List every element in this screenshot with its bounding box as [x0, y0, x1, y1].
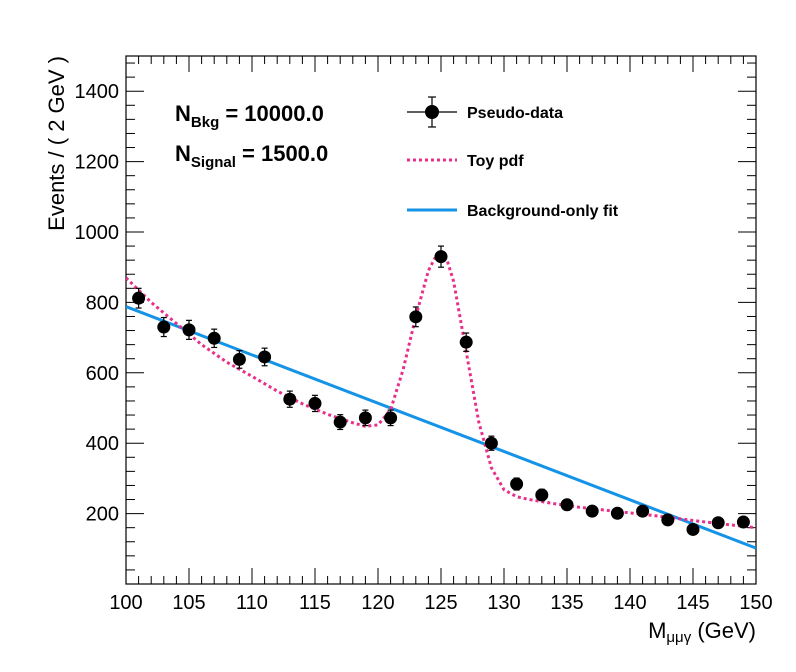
legend-label-background-fit: Background-only fit: [467, 203, 619, 220]
data-marker: [283, 392, 297, 406]
svg-text:NBkg = 10000.0: NBkg = 10000.0: [175, 101, 324, 131]
data-marker: [157, 320, 171, 334]
data-point: [711, 516, 725, 530]
data-marker: [585, 504, 599, 518]
y-tick-label: 600: [86, 363, 119, 385]
x-tick-label: 125: [424, 592, 457, 614]
data-point: [661, 513, 675, 527]
data-marker: [258, 350, 272, 364]
x-tick-label: 135: [550, 592, 583, 614]
data-marker: [510, 477, 524, 491]
data-point: [157, 316, 171, 338]
y-tick-label: 1200: [75, 152, 120, 174]
data-marker: [459, 335, 473, 349]
data-marker: [686, 522, 700, 536]
annotation-bkg: NBkg = 10000.0: [175, 101, 324, 131]
y-tick-label: 1400: [75, 81, 120, 103]
data-point: [232, 350, 246, 369]
y-tick-label: 1000: [75, 222, 120, 244]
data-point: [736, 515, 750, 529]
data-point: [585, 504, 599, 518]
data-point: [610, 506, 624, 520]
series-line-toy-pdf: [126, 253, 756, 530]
x-tick-label: 105: [172, 592, 205, 614]
data-point: [409, 306, 423, 328]
x-tick-labels: 100 105 110 115 120 125 130 135 140 145 150: [109, 592, 772, 614]
data-point: [510, 477, 524, 491]
x-tick-label: 150: [739, 592, 772, 614]
x-tick-label: 115: [299, 592, 331, 614]
data-marker: [207, 331, 221, 345]
data-marker: [484, 436, 498, 450]
data-marker: [308, 396, 322, 410]
data-point: [535, 488, 549, 502]
data-point: [132, 287, 146, 309]
data-point: [384, 409, 398, 427]
data-marker: [636, 504, 650, 518]
data-point: [207, 328, 221, 349]
data-point: [484, 435, 498, 451]
data-marker: [333, 415, 347, 429]
y-tick-label: 800: [86, 292, 119, 314]
data-point: [560, 498, 574, 512]
annotation-signal: NSignal = 1500.0: [175, 141, 328, 171]
x-tick-label: 130: [487, 592, 520, 614]
data-marker: [384, 411, 398, 425]
data-point: [459, 332, 473, 352]
data-marker: [358, 411, 372, 425]
legend-entry-background-fit: Background-only fit: [407, 203, 619, 220]
y-tick-label: 400: [86, 433, 119, 455]
x-tick-label: 140: [613, 592, 646, 614]
legend: Pseudo-data Toy pdf Background-only fit: [407, 96, 619, 220]
data-marker: [560, 498, 574, 512]
y-axis-title: Events / ( 2 GeV ): [44, 56, 69, 231]
data-marker: [232, 352, 246, 366]
plot-frame: [125, 55, 757, 585]
x-tick-label: 110: [236, 592, 268, 614]
data-marker: [182, 323, 196, 337]
data-marker: [661, 513, 675, 527]
data-marker: [535, 488, 549, 502]
y-tick-label: 200: [86, 504, 119, 526]
data-marker: [409, 310, 423, 324]
data-marker: [132, 291, 146, 305]
series-layer: [126, 245, 756, 550]
legend-entry-pseudo-data: Pseudo-data: [407, 96, 563, 128]
legend-label-pseudo-data: Pseudo-data: [467, 105, 563, 122]
data-point: [358, 409, 372, 427]
data-point: [258, 347, 272, 367]
x-axis-title: Mμμγ (GeV): [648, 618, 756, 646]
svg-text:NSignal = 1500.0: NSignal = 1500.0: [175, 141, 328, 171]
data-marker: [610, 506, 624, 520]
data-point: [686, 522, 700, 536]
data-point: [636, 504, 650, 518]
data-point: [434, 245, 448, 268]
data-point: [182, 319, 196, 340]
data-marker: [736, 515, 750, 529]
axis-ticks: [125, 56, 757, 585]
data-point: [308, 394, 322, 413]
x-tick-label: 145: [676, 592, 709, 614]
x-tick-label: 120: [361, 592, 394, 614]
y-tick-labels: 200 400 600 800 1000 1200 1400: [75, 81, 120, 525]
series-line-background-only-fit: [126, 305, 756, 550]
data-marker: [711, 516, 725, 530]
data-marker: [434, 250, 448, 264]
x-tick-label: 100: [109, 592, 142, 614]
data-point: [333, 414, 347, 431]
legend-entry-toy-pdf: Toy pdf: [407, 153, 524, 170]
data-point: [283, 390, 297, 408]
legend-marker-icon: [425, 105, 439, 119]
legend-label-toy-pdf: Toy pdf: [467, 153, 524, 170]
